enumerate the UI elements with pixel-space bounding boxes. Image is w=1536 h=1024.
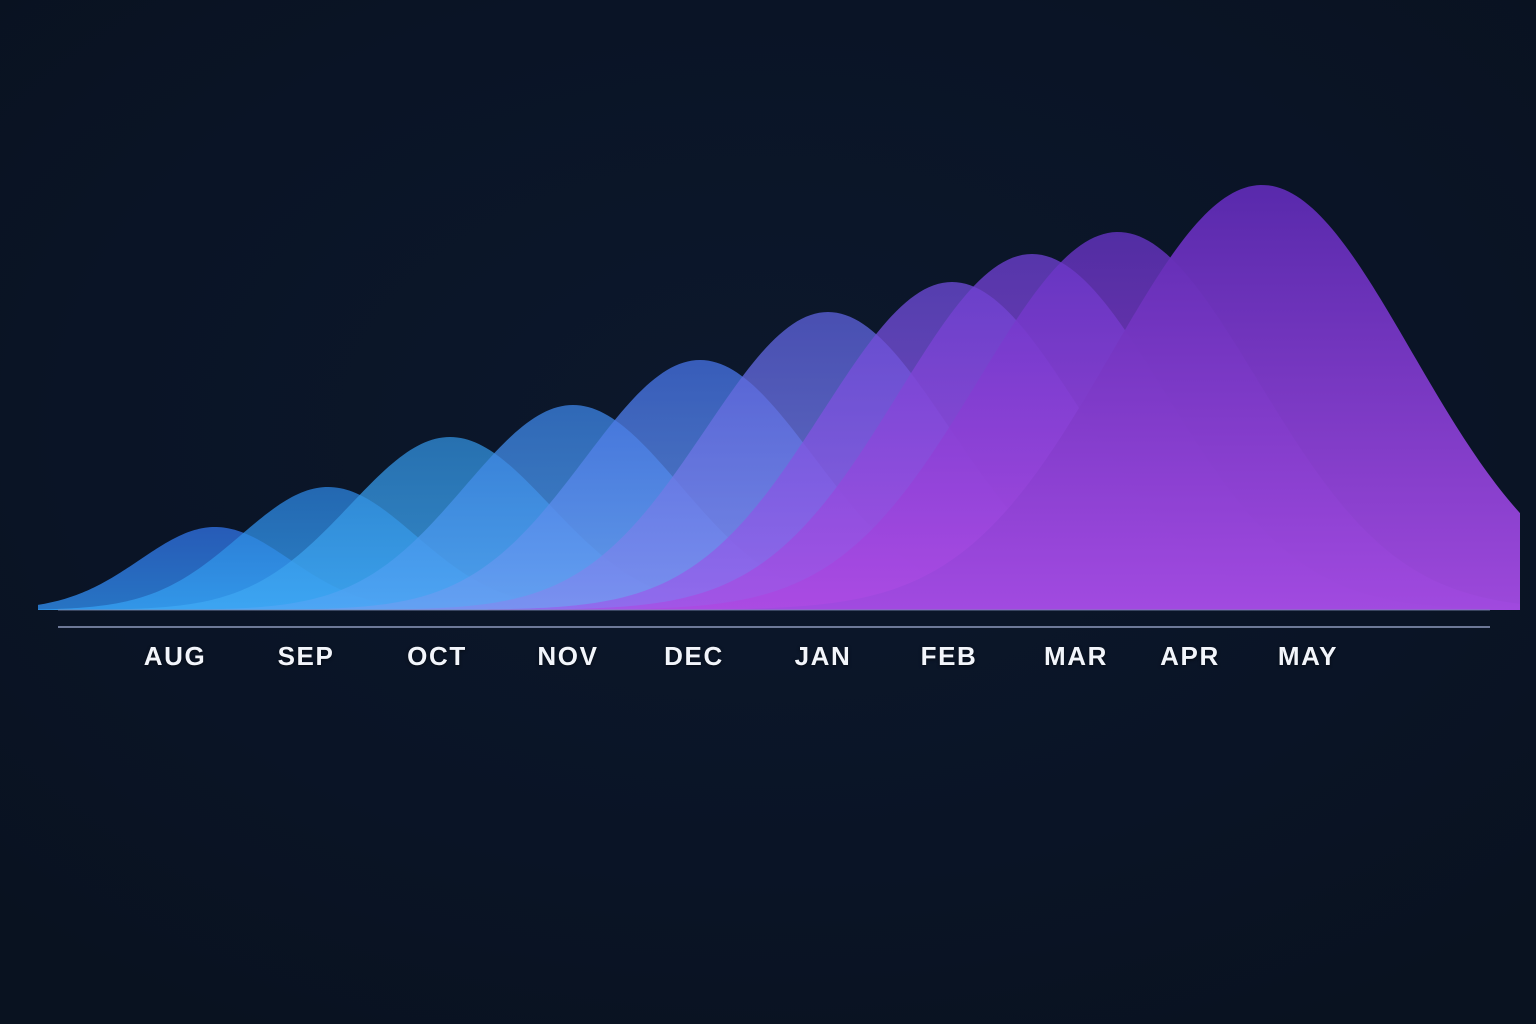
x-axis-label-oct: OCT <box>407 641 467 671</box>
x-axis-label-sep: SEP <box>277 641 335 671</box>
x-axis-tick-labels: AUG SEP OCT NOV DEC JAN FEB MAR APR MAY <box>0 640 1536 684</box>
area-curve-may <box>722 185 1520 610</box>
x-axis-label-nov: NOV <box>537 641 599 671</box>
x-axis-label-feb: FEB <box>920 641 978 671</box>
x-axis-label-apr: APR <box>1160 641 1220 671</box>
x-axis-label-mar: MAR <box>1043 641 1109 671</box>
x-axis-label-dec: DEC <box>664 641 724 671</box>
x-axis-label-jan: JAN <box>794 641 852 671</box>
curve-series-group <box>38 185 1520 610</box>
x-axis-label-may: MAY <box>1277 641 1339 671</box>
x-axis-label-aug: AUG <box>143 641 207 671</box>
